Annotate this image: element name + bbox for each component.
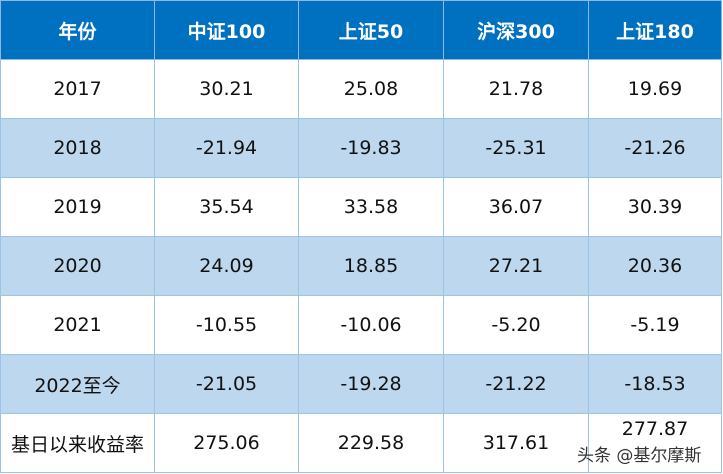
table-row: 2018 -21.94 -19.83 -25.31 -21.26 xyxy=(0,118,722,178)
table-cell: 19.69 xyxy=(588,59,722,119)
table-cell: -10.06 xyxy=(298,295,444,355)
row-label: 基日以来收益率 xyxy=(0,413,155,473)
table-row: 2020 24.09 18.85 27.21 20.36 xyxy=(0,236,722,296)
table-cell: 35.54 xyxy=(154,177,299,237)
column-header: 上证180 xyxy=(588,0,722,60)
column-header: 中证100 xyxy=(154,0,299,60)
table-cell: 275.06 xyxy=(154,413,299,473)
row-label: 2019 xyxy=(0,177,155,237)
table-cell: -21.22 xyxy=(443,354,589,414)
header-row: 年份 中证100 上证50 沪深300 上证180 xyxy=(0,0,722,60)
row-label: 2018 xyxy=(0,118,155,178)
table-cell: -25.31 xyxy=(443,118,589,178)
table-cell: 24.09 xyxy=(154,236,299,296)
table-cell: -18.53 xyxy=(588,354,722,414)
table-cell: 30.21 xyxy=(154,59,299,119)
table-cell: -19.83 xyxy=(298,118,444,178)
table-cell: -21.26 xyxy=(588,118,722,178)
row-label: 2017 xyxy=(0,59,155,119)
table-cell: 18.85 xyxy=(298,236,444,296)
table-row: 基日以来收益率 275.06 229.58 317.61 277.87 xyxy=(0,413,722,473)
row-label: 2021 xyxy=(0,295,155,355)
table-cell: -21.94 xyxy=(154,118,299,178)
table-cell: 27.21 xyxy=(443,236,589,296)
table-cell: 317.61 xyxy=(443,413,589,473)
table-row: 2022至今 -21.05 -19.28 -21.22 -18.53 xyxy=(0,354,722,414)
row-label: 2020 xyxy=(0,236,155,296)
table-cell: 20.36 xyxy=(588,236,722,296)
table-row: 2017 30.21 25.08 21.78 19.69 xyxy=(0,59,722,119)
table-cell: -21.05 xyxy=(154,354,299,414)
table-row: 2019 35.54 33.58 36.07 30.39 xyxy=(0,177,722,237)
column-header: 沪深300 xyxy=(443,0,589,60)
table-cell: 33.58 xyxy=(298,177,444,237)
table-cell: 30.39 xyxy=(588,177,722,237)
watermark: 头条 @基尔摩斯 xyxy=(577,446,702,466)
table-cell: -19.28 xyxy=(298,354,444,414)
column-header: 年份 xyxy=(0,0,155,60)
table-cell: 25.08 xyxy=(298,59,444,119)
column-header: 上证50 xyxy=(298,0,444,60)
table-cell: 229.58 xyxy=(298,413,444,473)
table-cell: 277.87 xyxy=(588,413,722,473)
table-cell: -5.20 xyxy=(443,295,589,355)
table-cell: 21.78 xyxy=(443,59,589,119)
row-label: 2022至今 xyxy=(0,354,155,414)
table-row: 2021 -10.55 -10.06 -5.20 -5.19 xyxy=(0,295,722,355)
table-cell: 36.07 xyxy=(443,177,589,237)
table-cell: -10.55 xyxy=(154,295,299,355)
table-cell: -5.19 xyxy=(588,295,722,355)
